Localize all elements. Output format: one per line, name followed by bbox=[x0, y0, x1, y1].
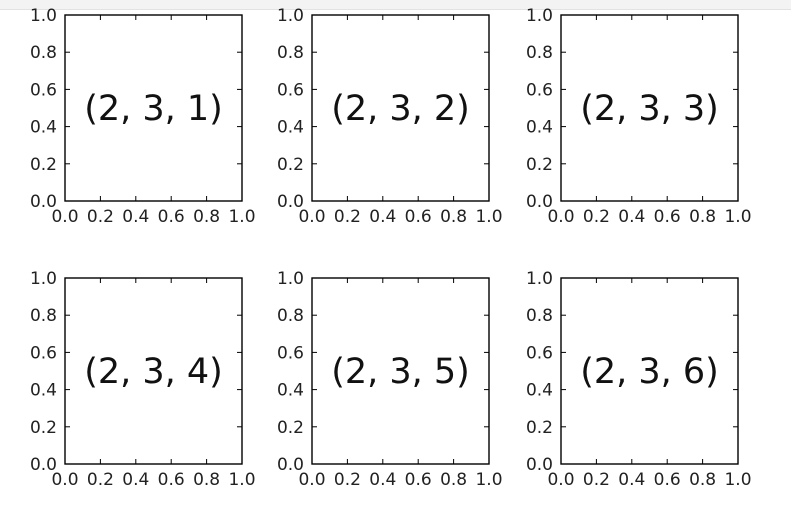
y-tick-label: 0.0 bbox=[526, 192, 553, 212]
y-tick-label: 0.8 bbox=[277, 306, 304, 326]
x-tick-label: 0.0 bbox=[298, 470, 325, 490]
subplot-label: (2, 3, 2) bbox=[331, 89, 470, 129]
y-tick-label: 0.8 bbox=[526, 306, 553, 326]
y-tick-label: 0.4 bbox=[30, 381, 57, 401]
x-tick-label: 1.0 bbox=[475, 207, 502, 227]
subplot-6: 0.0 0.2 0.4 0.6 0.8 1.0 0.0 0.2 0.4 0.6 0.8 1.0 (2, … bbox=[526, 269, 752, 490]
y-tick-label: 0.4 bbox=[30, 118, 57, 138]
x-tick-label: 0.6 bbox=[405, 207, 432, 227]
y-tick-label: 1.0 bbox=[30, 6, 57, 26]
x-tick-label: 0.8 bbox=[689, 207, 716, 227]
x-tick-label: 0.6 bbox=[158, 470, 185, 490]
x-tick-label: 0.6 bbox=[654, 470, 681, 490]
top-strip bbox=[0, 0, 791, 10]
x-tick-label: 0.4 bbox=[369, 470, 396, 490]
y-tick-label: 0.8 bbox=[277, 43, 304, 63]
subplot-label: (2, 3, 1) bbox=[84, 89, 223, 129]
axes-frame bbox=[560, 277, 739, 465]
y-tick-label: 0.0 bbox=[30, 192, 57, 212]
y-tick-label: 1.0 bbox=[526, 6, 553, 26]
x-tick-label: 0.4 bbox=[618, 207, 645, 227]
y-tick-label: 0.2 bbox=[277, 155, 304, 175]
axes-frame bbox=[311, 277, 490, 465]
y-tick-label: 0.4 bbox=[277, 118, 304, 138]
y-tick-label: 0.2 bbox=[526, 155, 553, 175]
x-tick-label: 0.0 bbox=[298, 207, 325, 227]
axes-frame bbox=[560, 14, 739, 202]
axes-frame bbox=[311, 14, 490, 202]
x-tick-label: 0.2 bbox=[87, 470, 114, 490]
y-tick-label: 0.4 bbox=[526, 381, 553, 401]
y-tick-label: 0.6 bbox=[526, 80, 553, 100]
y-tick-label: 0.0 bbox=[526, 455, 553, 475]
y-tick-label: 0.6 bbox=[277, 343, 304, 363]
x-tick-label: 0.2 bbox=[334, 207, 361, 227]
y-tick-label: 0.6 bbox=[30, 343, 57, 363]
x-tick-label: 0.8 bbox=[440, 207, 467, 227]
x-tick-label: 0.4 bbox=[122, 470, 149, 490]
y-tick-label: 0.2 bbox=[30, 155, 57, 175]
subplot-2: 0.0 0.2 0.4 0.6 0.8 1.0 0.0 0.2 0.4 0.6 0.8 1.0 (2, … bbox=[277, 6, 503, 227]
x-tick-label: 0.6 bbox=[158, 207, 185, 227]
y-tick-label: 0.0 bbox=[277, 455, 304, 475]
y-tick-label: 1.0 bbox=[30, 269, 57, 289]
x-tick-label: 0.4 bbox=[369, 207, 396, 227]
y-tick-label: 0.6 bbox=[30, 80, 57, 100]
x-tick-label: 0.0 bbox=[547, 207, 574, 227]
x-tick-label: 0.6 bbox=[654, 207, 681, 227]
subplot-5: 0.0 0.2 0.4 0.6 0.8 1.0 0.0 0.2 0.4 0.6 0.8 1.0 (2, … bbox=[277, 269, 503, 490]
y-tick-label: 0.4 bbox=[526, 118, 553, 138]
x-tick-label: 1.0 bbox=[228, 207, 255, 227]
x-tick-label: 0.2 bbox=[87, 207, 114, 227]
x-tick-label: 1.0 bbox=[475, 470, 502, 490]
x-tick-label: 0.8 bbox=[440, 470, 467, 490]
subplot-3: 0.0 0.2 0.4 0.6 0.8 1.0 0.0 0.2 0.4 0.6 0.8 1.0 (2, … bbox=[526, 6, 752, 227]
x-tick-label: 0.2 bbox=[334, 470, 361, 490]
y-tick-label: 0.8 bbox=[526, 43, 553, 63]
y-tick-label: 0.8 bbox=[30, 306, 57, 326]
x-tick-label: 1.0 bbox=[724, 470, 751, 490]
subplot-1: 0.0 0.2 0.4 0.6 0.8 1.0 0.0 0.2 0.4 0.6 0.8 1.0 (2, … bbox=[30, 6, 256, 227]
x-tick-label: 0.8 bbox=[193, 470, 220, 490]
x-tick-label: 0.0 bbox=[547, 470, 574, 490]
x-tick-label: 0.4 bbox=[122, 207, 149, 227]
y-tick-label: 0.2 bbox=[30, 418, 57, 438]
y-tick-label: 1.0 bbox=[526, 269, 553, 289]
axes-frame bbox=[64, 277, 243, 465]
x-tick-label: 0.8 bbox=[689, 470, 716, 490]
x-tick-label: 0.2 bbox=[583, 207, 610, 227]
x-tick-label: 1.0 bbox=[724, 207, 751, 227]
y-tick-label: 0.2 bbox=[526, 418, 553, 438]
subplot-label: (2, 3, 6) bbox=[580, 352, 719, 392]
x-tick-label: 0.8 bbox=[193, 207, 220, 227]
y-tick-label: 0.4 bbox=[277, 381, 304, 401]
y-tick-label: 0.6 bbox=[526, 343, 553, 363]
subplot-label: (2, 3, 5) bbox=[331, 352, 470, 392]
y-tick-label: 0.0 bbox=[30, 455, 57, 475]
x-tick-label: 1.0 bbox=[228, 470, 255, 490]
axes-frame bbox=[64, 14, 243, 202]
x-tick-label: 0.6 bbox=[405, 470, 432, 490]
subplot-4: 0.0 0.2 0.4 0.6 0.8 1.0 0.0 0.2 0.4 0.6 0.8 1.0 (2, … bbox=[30, 269, 256, 490]
x-tick-label: 0.4 bbox=[618, 470, 645, 490]
subplot-label: (2, 3, 3) bbox=[580, 89, 719, 129]
x-tick-label: 0.0 bbox=[51, 207, 78, 227]
subplot-label: (2, 3, 4) bbox=[84, 352, 223, 392]
y-tick-label: 0.6 bbox=[277, 80, 304, 100]
y-tick-label: 0.8 bbox=[30, 43, 57, 63]
y-tick-label: 0.0 bbox=[277, 192, 304, 212]
x-tick-label: 0.0 bbox=[51, 470, 78, 490]
y-tick-label: 1.0 bbox=[277, 6, 304, 26]
x-tick-label: 0.2 bbox=[583, 470, 610, 490]
y-tick-label: 1.0 bbox=[277, 269, 304, 289]
y-tick-label: 0.2 bbox=[277, 418, 304, 438]
